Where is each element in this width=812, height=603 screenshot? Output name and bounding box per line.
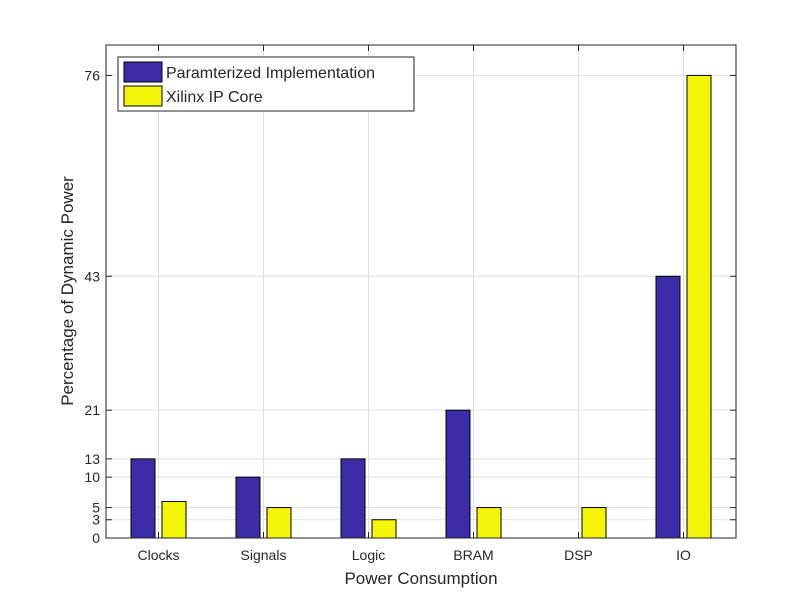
- bar-xilinx-ip-core: [476, 507, 502, 539]
- bar-paramterized-implementation: [130, 458, 156, 539]
- x-tick-label: Signals: [241, 547, 287, 563]
- legend-label: Paramterized Implementation: [166, 65, 375, 82]
- x-tick-label: IO: [676, 547, 691, 563]
- x-tick-label: DSP: [564, 547, 593, 563]
- y-tick-label: 43: [84, 268, 100, 284]
- bar-xilinx-ip-core: [161, 500, 187, 539]
- plot-frame: [105, 44, 737, 539]
- x-tick-label: Clocks: [137, 547, 179, 563]
- bar-paramterized-implementation: [445, 409, 471, 539]
- x-tick-label: Logic: [352, 547, 385, 563]
- bar-xilinx-ip-core: [686, 74, 712, 539]
- y-tick-label: 76: [84, 67, 100, 83]
- y-tick-label: 3: [92, 512, 100, 528]
- y-tick-label: 0: [92, 530, 100, 546]
- legend-swatch: [123, 61, 163, 83]
- y-tick-label: 5: [92, 500, 100, 516]
- grid-lines: [106, 45, 736, 539]
- y-axis-title: Percentage of Dynamic Power: [58, 176, 77, 406]
- y-tick-label: 10: [84, 469, 100, 485]
- bar-paramterized-implementation: [340, 458, 366, 539]
- bar-paramterized-implementation: [655, 275, 681, 539]
- legend: Paramterized Implementation Xilinx IP Cor…: [117, 56, 415, 112]
- x-axis-title: Power Consumption: [344, 569, 497, 588]
- bar-xilinx-ip-core: [581, 507, 607, 539]
- bar-paramterized-implementation: [235, 476, 261, 539]
- legend-swatch: [123, 85, 163, 107]
- legend-label: Xilinx IP Core: [166, 89, 263, 106]
- legend-box: [117, 56, 415, 112]
- bar-xilinx-ip-core: [371, 519, 397, 539]
- plot-background: [106, 45, 736, 538]
- axis-ticks: 0 35 10 13 21 43 76 Clocks Signals Logic BRAM DSP IO: [84, 45, 736, 563]
- y-tick-label: 13: [84, 451, 100, 467]
- x-tick-label: BRAM: [453, 547, 493, 563]
- y-tick-label: 21: [84, 402, 100, 418]
- bar-xilinx-ip-core: [266, 507, 292, 539]
